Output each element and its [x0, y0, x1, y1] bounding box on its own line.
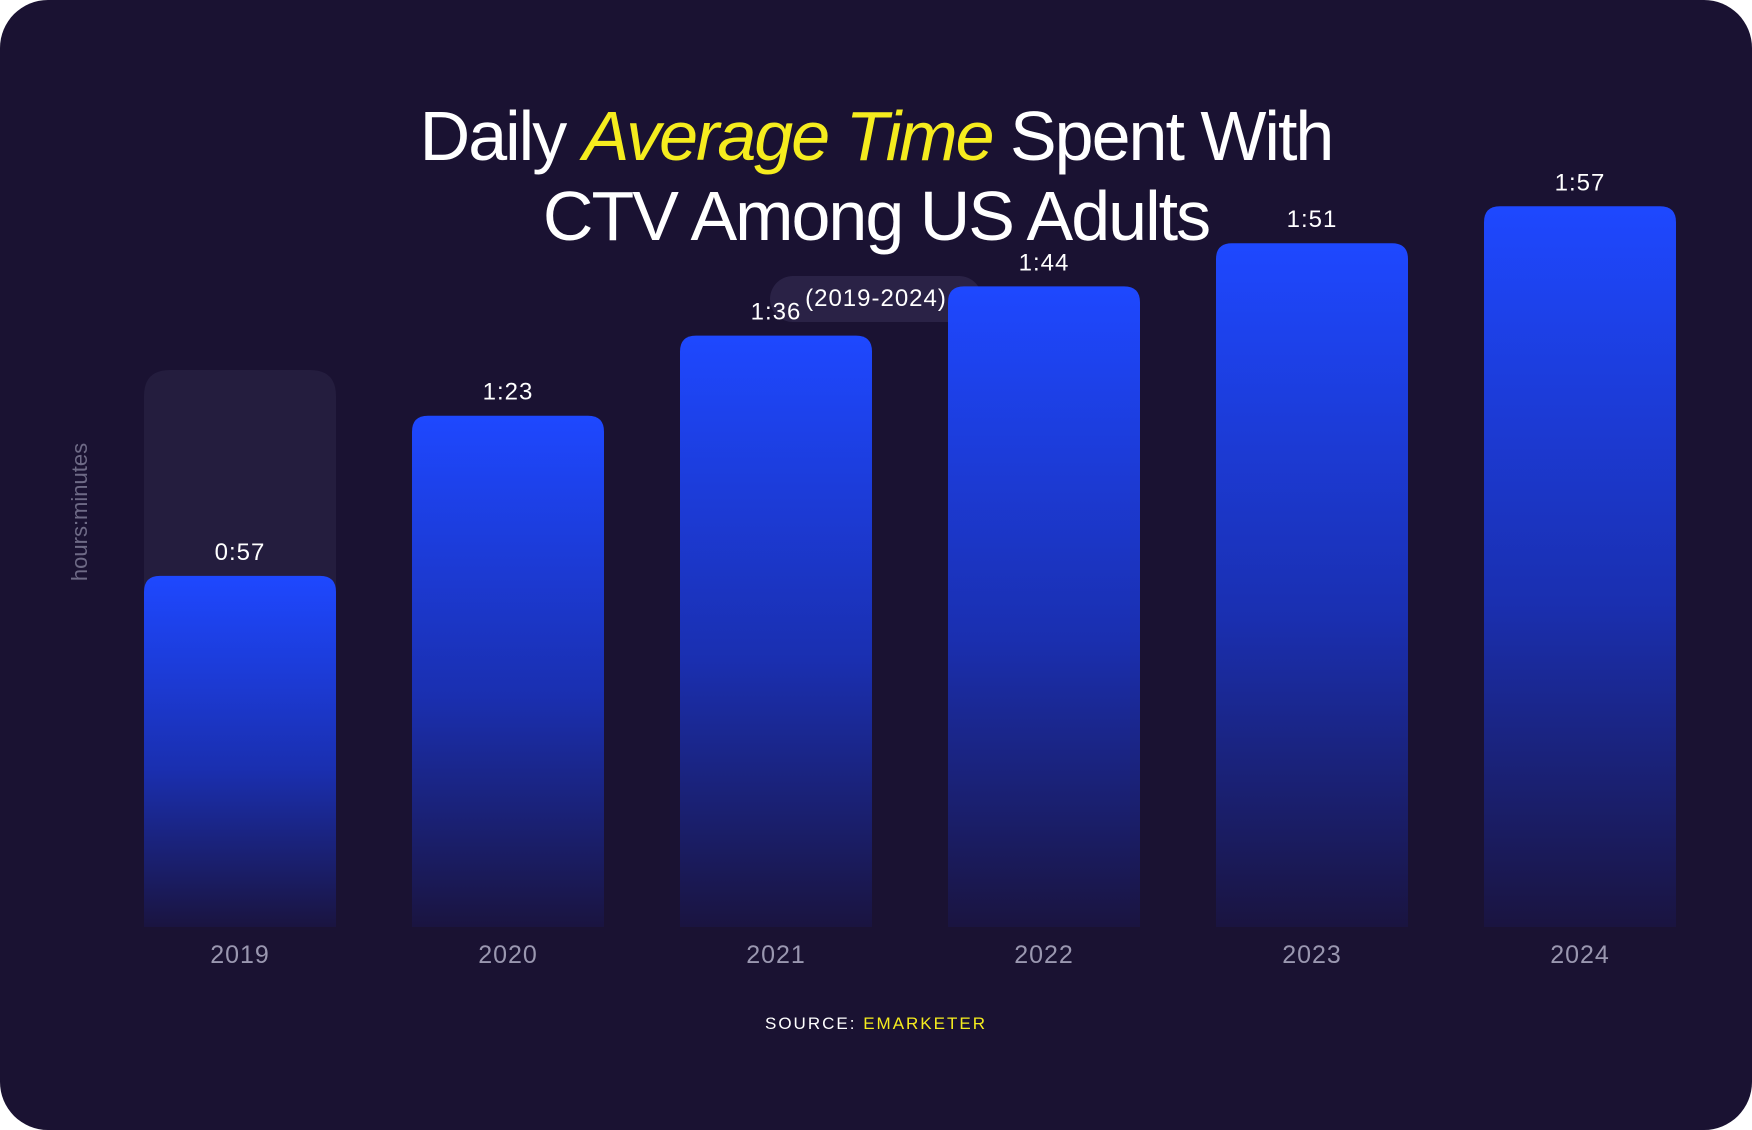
x-tick-label-2021: 2021	[746, 941, 806, 969]
source-label: SOURCE:	[765, 1014, 864, 1033]
bar-2021	[680, 335, 872, 927]
bar-2022	[948, 286, 1140, 927]
source-name: EMARKETER	[863, 1014, 987, 1033]
source-note: SOURCE: EMARKETER	[0, 1014, 1752, 1034]
title-highlight: Average Time	[582, 97, 995, 175]
value-label-2024: 1:57	[1555, 169, 1606, 196]
bar-2024	[1484, 206, 1676, 927]
bar-2019	[144, 575, 336, 927]
value-label-2020: 1:23	[483, 379, 534, 406]
date-range-pill: (2019-2024)	[770, 276, 982, 322]
value-label-2022: 1:44	[1019, 249, 1070, 276]
x-tick-label-2024: 2024	[1550, 941, 1610, 969]
value-label-2023: 1:51	[1287, 206, 1338, 233]
title-line-1: Daily Average Time Spent With	[0, 96, 1752, 176]
title-line-2: CTV Among US Adults	[542, 177, 1211, 255]
title-part-2: Spent With	[992, 97, 1334, 175]
x-tick-label-2019: 2019	[210, 941, 270, 969]
value-label-2021: 1:36	[751, 299, 802, 326]
value-label-2019: 0:57	[215, 539, 266, 566]
bar-2023	[1216, 243, 1408, 928]
x-tick-label-2023: 2023	[1282, 941, 1342, 969]
bar-chart: 0:57 2019 1:23 2020 1:36 2021 1:44 2022 1:51 2023…	[144, 169, 1676, 969]
x-tick-label-2022: 2022	[1014, 941, 1074, 969]
title-part-1: Daily	[419, 97, 583, 175]
bar-2020	[412, 415, 604, 927]
x-tick-label-2020: 2020	[478, 941, 538, 969]
chart-title: Daily Average Time Spent With CTV Among …	[0, 96, 1752, 256]
